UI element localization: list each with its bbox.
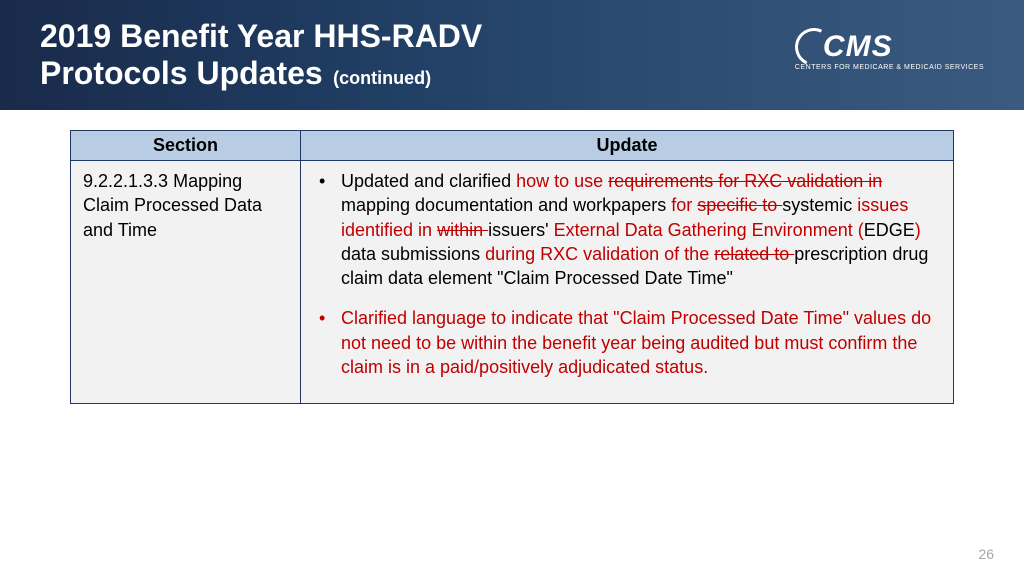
logo-tagline: CENTERS FOR MEDICARE & MEDICAID SERVICES [795,64,984,71]
logo-text: CMS [823,30,893,64]
title-line1: 2019 Benefit Year HHS-RADV [40,18,482,55]
section-cell: 9.2.2.1.3.3 Mapping Claim Processed Data… [71,161,301,404]
slide-header: 2019 Benefit Year HHS-RADV Protocols Upd… [0,0,1024,110]
txt-red-strike: specific to [697,195,782,215]
update-cell: Updated and clarified how to use require… [301,161,954,404]
table-row: 9.2.2.1.3.3 Mapping Claim Processed Data… [71,161,954,404]
title-line2-row: Protocols Updates (continued) [40,55,482,92]
txt: Updated and clarified [341,171,516,191]
col-header-section: Section [71,131,301,161]
title-block: 2019 Benefit Year HHS-RADV Protocols Upd… [40,18,482,92]
txt-red: how to use [516,171,608,191]
page-number: 26 [978,546,994,562]
txt: mapping documentation and workpapers [341,195,671,215]
txt-red: ) [915,220,921,240]
cms-logo: CMS CENTERS FOR MEDICARE & MEDICAID SERV… [795,28,984,71]
txt: data submissions [341,244,485,264]
txt: EDGE [864,220,915,240]
bullet-1: Updated and clarified how to use require… [313,169,941,290]
txt-red-strike: within [437,220,488,240]
title-line2: Protocols Updates [40,55,323,91]
title-continued: (continued) [333,68,431,88]
txt-red: Clarified language to indicate that "Cla… [341,308,931,377]
txt: systemic [782,195,857,215]
txt-red-strike: requirements for RXC validation in [608,171,882,191]
txt: issuers' [488,220,553,240]
slide-body: Section Update 9.2.2.1.3.3 Mapping Claim… [0,110,1024,404]
txt-red-strike: related to [714,244,794,264]
bullet-2: Clarified language to indicate that "Cla… [313,306,941,379]
txt-red: during RXC validation of the [485,244,714,264]
col-header-update: Update [301,131,954,161]
txt-red: for [671,195,697,215]
txt-red: External Data Gathering Environment ( [554,220,864,240]
updates-table: Section Update 9.2.2.1.3.3 Mapping Claim… [70,130,954,404]
